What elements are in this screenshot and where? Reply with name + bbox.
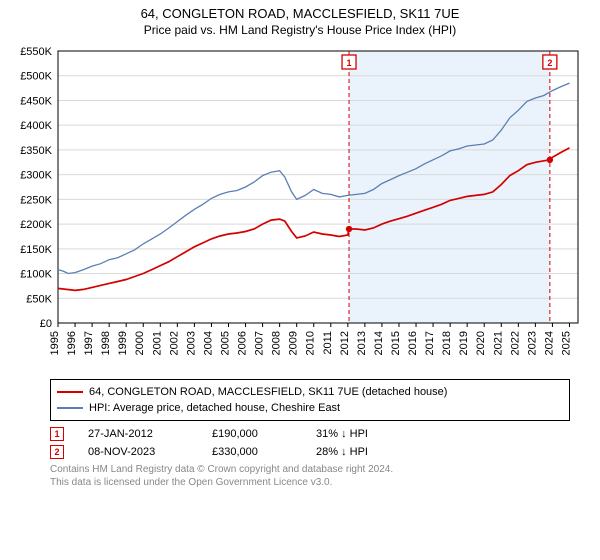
sale-marker-box: 2 [50,445,64,459]
x-tick-label: 2020 [475,331,487,355]
x-tick-label: 2011 [322,331,334,355]
sale-date: 08-NOV-2023 [88,446,188,458]
sales-row: 1 27-JAN-2012 £190,000 31% ↓ HPI [50,427,570,441]
x-tick-label: 1997 [83,331,95,355]
x-tick-label: 2010 [305,331,317,355]
chart: £0 £50K £100K £150K £200K £250K £300K £350K £400… [12,43,588,373]
x-tick-label: 2006 [237,331,249,355]
chart-svg: £0 £50K £100K £150K £200K £250K £300K £350K £400… [12,43,588,373]
x-tick-label: 2009 [288,331,300,355]
x-tick-label: 2015 [390,331,402,355]
footer-line2: This data is licensed under the Open Gov… [50,476,570,489]
y-tick-label: £0 [40,318,52,330]
y-tick-label: £450K [20,95,52,107]
x-tick-label: 1999 [117,331,129,355]
y-tick-label: £50K [26,293,52,305]
sale-marker-num: 2 [547,58,552,68]
sale-date: 27-JAN-2012 [88,428,188,440]
x-tick-label: 2002 [168,331,180,355]
x-tick-label: 2016 [407,331,419,355]
y-tick-label: £150K [20,244,52,256]
title-sub: Price paid vs. HM Land Registry's House … [0,23,600,37]
sale-delta: 31% ↓ HPI [316,428,406,440]
sale-point [547,157,553,163]
legend-label: 64, CONGLETON ROAD, MACCLESFIELD, SK11 7… [89,384,447,400]
x-tick-label: 2012 [339,331,351,355]
y-tick-label: £400K [20,120,52,132]
x-tick-label: 1996 [66,331,78,355]
y-tick-label: £200K [20,219,52,231]
legend: 64, CONGLETON ROAD, MACCLESFIELD, SK11 7… [50,379,570,421]
y-tick-label: £250K [20,194,52,206]
y-tick-label: £500K [20,71,52,83]
y-tick-label: £300K [20,170,52,182]
x-tick-label: 2019 [458,331,470,355]
x-tick-label: 2021 [492,331,504,355]
y-tick-label: £350K [20,145,52,157]
chart-titles: 64, CONGLETON ROAD, MACCLESFIELD, SK11 7… [0,0,600,37]
y-tick-label: £100K [20,269,52,281]
x-tick-label: 2024 [543,331,555,355]
sales-row: 2 08-NOV-2023 £330,000 28% ↓ HPI [50,445,570,459]
legend-swatch [57,407,83,409]
title-main: 64, CONGLETON ROAD, MACCLESFIELD, SK11 7… [0,6,600,21]
x-tick-label: 1995 [49,331,61,355]
x-tick-label: 2003 [185,331,197,355]
legend-label: HPI: Average price, detached house, Ches… [89,400,340,416]
footer-line1: Contains HM Land Registry data © Crown c… [50,463,570,476]
x-tick-label: 2014 [373,331,385,355]
x-tick-label: 2025 [560,331,572,355]
y-tick-label: £550K [20,46,52,58]
x-tick-label: 2004 [202,331,214,355]
legend-row: HPI: Average price, detached house, Ches… [57,400,563,416]
sale-price: £330,000 [212,446,292,458]
x-tick-label: 2005 [219,331,231,355]
x-tick-label: 2007 [254,331,266,355]
sale-marker-num: 1 [347,58,352,68]
sale-point [346,226,352,232]
legend-swatch [57,391,83,393]
sale-price: £190,000 [212,428,292,440]
sale-delta: 28% ↓ HPI [316,446,406,458]
x-tick-label: 2013 [356,331,368,355]
footer: Contains HM Land Registry data © Crown c… [50,463,570,489]
sales-table: 1 27-JAN-2012 £190,000 31% ↓ HPI 2 08-NOV-202… [50,427,570,459]
legend-row: 64, CONGLETON ROAD, MACCLESFIELD, SK11 7… [57,384,563,400]
x-tick-label: 2022 [509,331,521,355]
x-tick-label: 1998 [100,331,112,355]
x-tick-label: 2018 [441,331,453,355]
x-tick-label: 2017 [424,331,436,355]
x-tick-label: 2008 [271,331,283,355]
sale-marker-box: 1 [50,427,64,441]
x-tick-label: 2001 [151,331,163,355]
x-tick-label: 2000 [134,331,146,355]
x-tick-label: 2023 [526,331,538,355]
